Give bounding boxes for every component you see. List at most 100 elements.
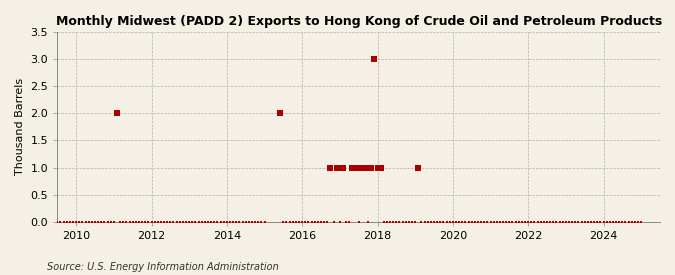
- Point: [400, 219, 411, 224]
- Point: [181, 219, 192, 224]
- Point: [504, 219, 515, 224]
- Point: [510, 219, 521, 224]
- Point: [423, 219, 433, 224]
- Point: [539, 219, 549, 224]
- Point: [155, 219, 166, 224]
- Point: [322, 219, 333, 224]
- Point: [58, 219, 69, 224]
- Point: [598, 219, 609, 224]
- Point: [350, 165, 361, 170]
- Text: Source: U.S. Energy Information Administration: Source: U.S. Energy Information Administ…: [47, 262, 279, 272]
- Point: [143, 219, 154, 224]
- Point: [121, 219, 132, 224]
- Point: [221, 219, 232, 224]
- Point: [564, 219, 574, 224]
- Point: [77, 219, 88, 224]
- Point: [576, 219, 587, 224]
- Point: [250, 219, 261, 224]
- Point: [397, 219, 408, 224]
- Point: [162, 219, 173, 224]
- Point: [256, 219, 267, 224]
- Point: [105, 219, 116, 224]
- Point: [102, 219, 113, 224]
- Point: [416, 219, 427, 224]
- Point: [570, 219, 580, 224]
- Point: [184, 219, 194, 224]
- Point: [306, 219, 317, 224]
- Point: [71, 219, 82, 224]
- Point: [136, 219, 147, 224]
- Point: [485, 219, 496, 224]
- Point: [171, 219, 182, 224]
- Point: [435, 219, 446, 224]
- Point: [80, 219, 91, 224]
- Point: [585, 219, 596, 224]
- Point: [153, 219, 163, 224]
- Point: [140, 219, 151, 224]
- Point: [39, 219, 50, 224]
- Point: [227, 219, 238, 224]
- Point: [466, 219, 477, 224]
- Point: [529, 219, 540, 224]
- Point: [134, 219, 144, 224]
- Point: [52, 219, 63, 224]
- Point: [215, 219, 226, 224]
- Point: [601, 219, 612, 224]
- Point: [288, 219, 298, 224]
- Point: [319, 219, 329, 224]
- Point: [253, 219, 264, 224]
- Point: [347, 165, 358, 170]
- Point: [614, 219, 624, 224]
- Point: [558, 219, 568, 224]
- Point: [583, 219, 593, 224]
- Point: [611, 219, 622, 224]
- Point: [234, 219, 245, 224]
- Point: [74, 219, 84, 224]
- Point: [573, 219, 584, 224]
- Point: [146, 219, 157, 224]
- Point: [290, 219, 301, 224]
- Point: [444, 219, 455, 224]
- Point: [159, 219, 169, 224]
- Point: [579, 219, 590, 224]
- Point: [522, 219, 533, 224]
- Point: [472, 219, 483, 224]
- Point: [124, 219, 135, 224]
- Point: [463, 219, 474, 224]
- Point: [92, 219, 103, 224]
- Point: [381, 219, 392, 224]
- Point: [548, 219, 559, 224]
- Point: [338, 165, 348, 170]
- Point: [595, 219, 605, 224]
- Point: [507, 219, 518, 224]
- Point: [497, 219, 508, 224]
- Point: [96, 219, 107, 224]
- Point: [501, 219, 512, 224]
- Point: [90, 219, 101, 224]
- Point: [212, 219, 223, 224]
- Point: [83, 219, 94, 224]
- Point: [246, 219, 257, 224]
- Point: [128, 219, 138, 224]
- Point: [303, 219, 314, 224]
- Point: [413, 165, 424, 170]
- Point: [168, 219, 179, 224]
- Y-axis label: Thousand Barrels: Thousand Barrels: [15, 78, 25, 175]
- Point: [55, 219, 66, 224]
- Point: [636, 219, 647, 224]
- Point: [209, 219, 219, 224]
- Point: [325, 165, 336, 170]
- Point: [410, 219, 421, 224]
- Point: [366, 165, 377, 170]
- Point: [36, 219, 47, 224]
- Point: [218, 219, 229, 224]
- Point: [190, 219, 201, 224]
- Point: [620, 219, 631, 224]
- Point: [385, 219, 396, 224]
- Point: [65, 219, 76, 224]
- Point: [316, 219, 327, 224]
- Point: [341, 219, 352, 224]
- Point: [362, 219, 373, 224]
- Point: [632, 219, 643, 224]
- Point: [454, 219, 464, 224]
